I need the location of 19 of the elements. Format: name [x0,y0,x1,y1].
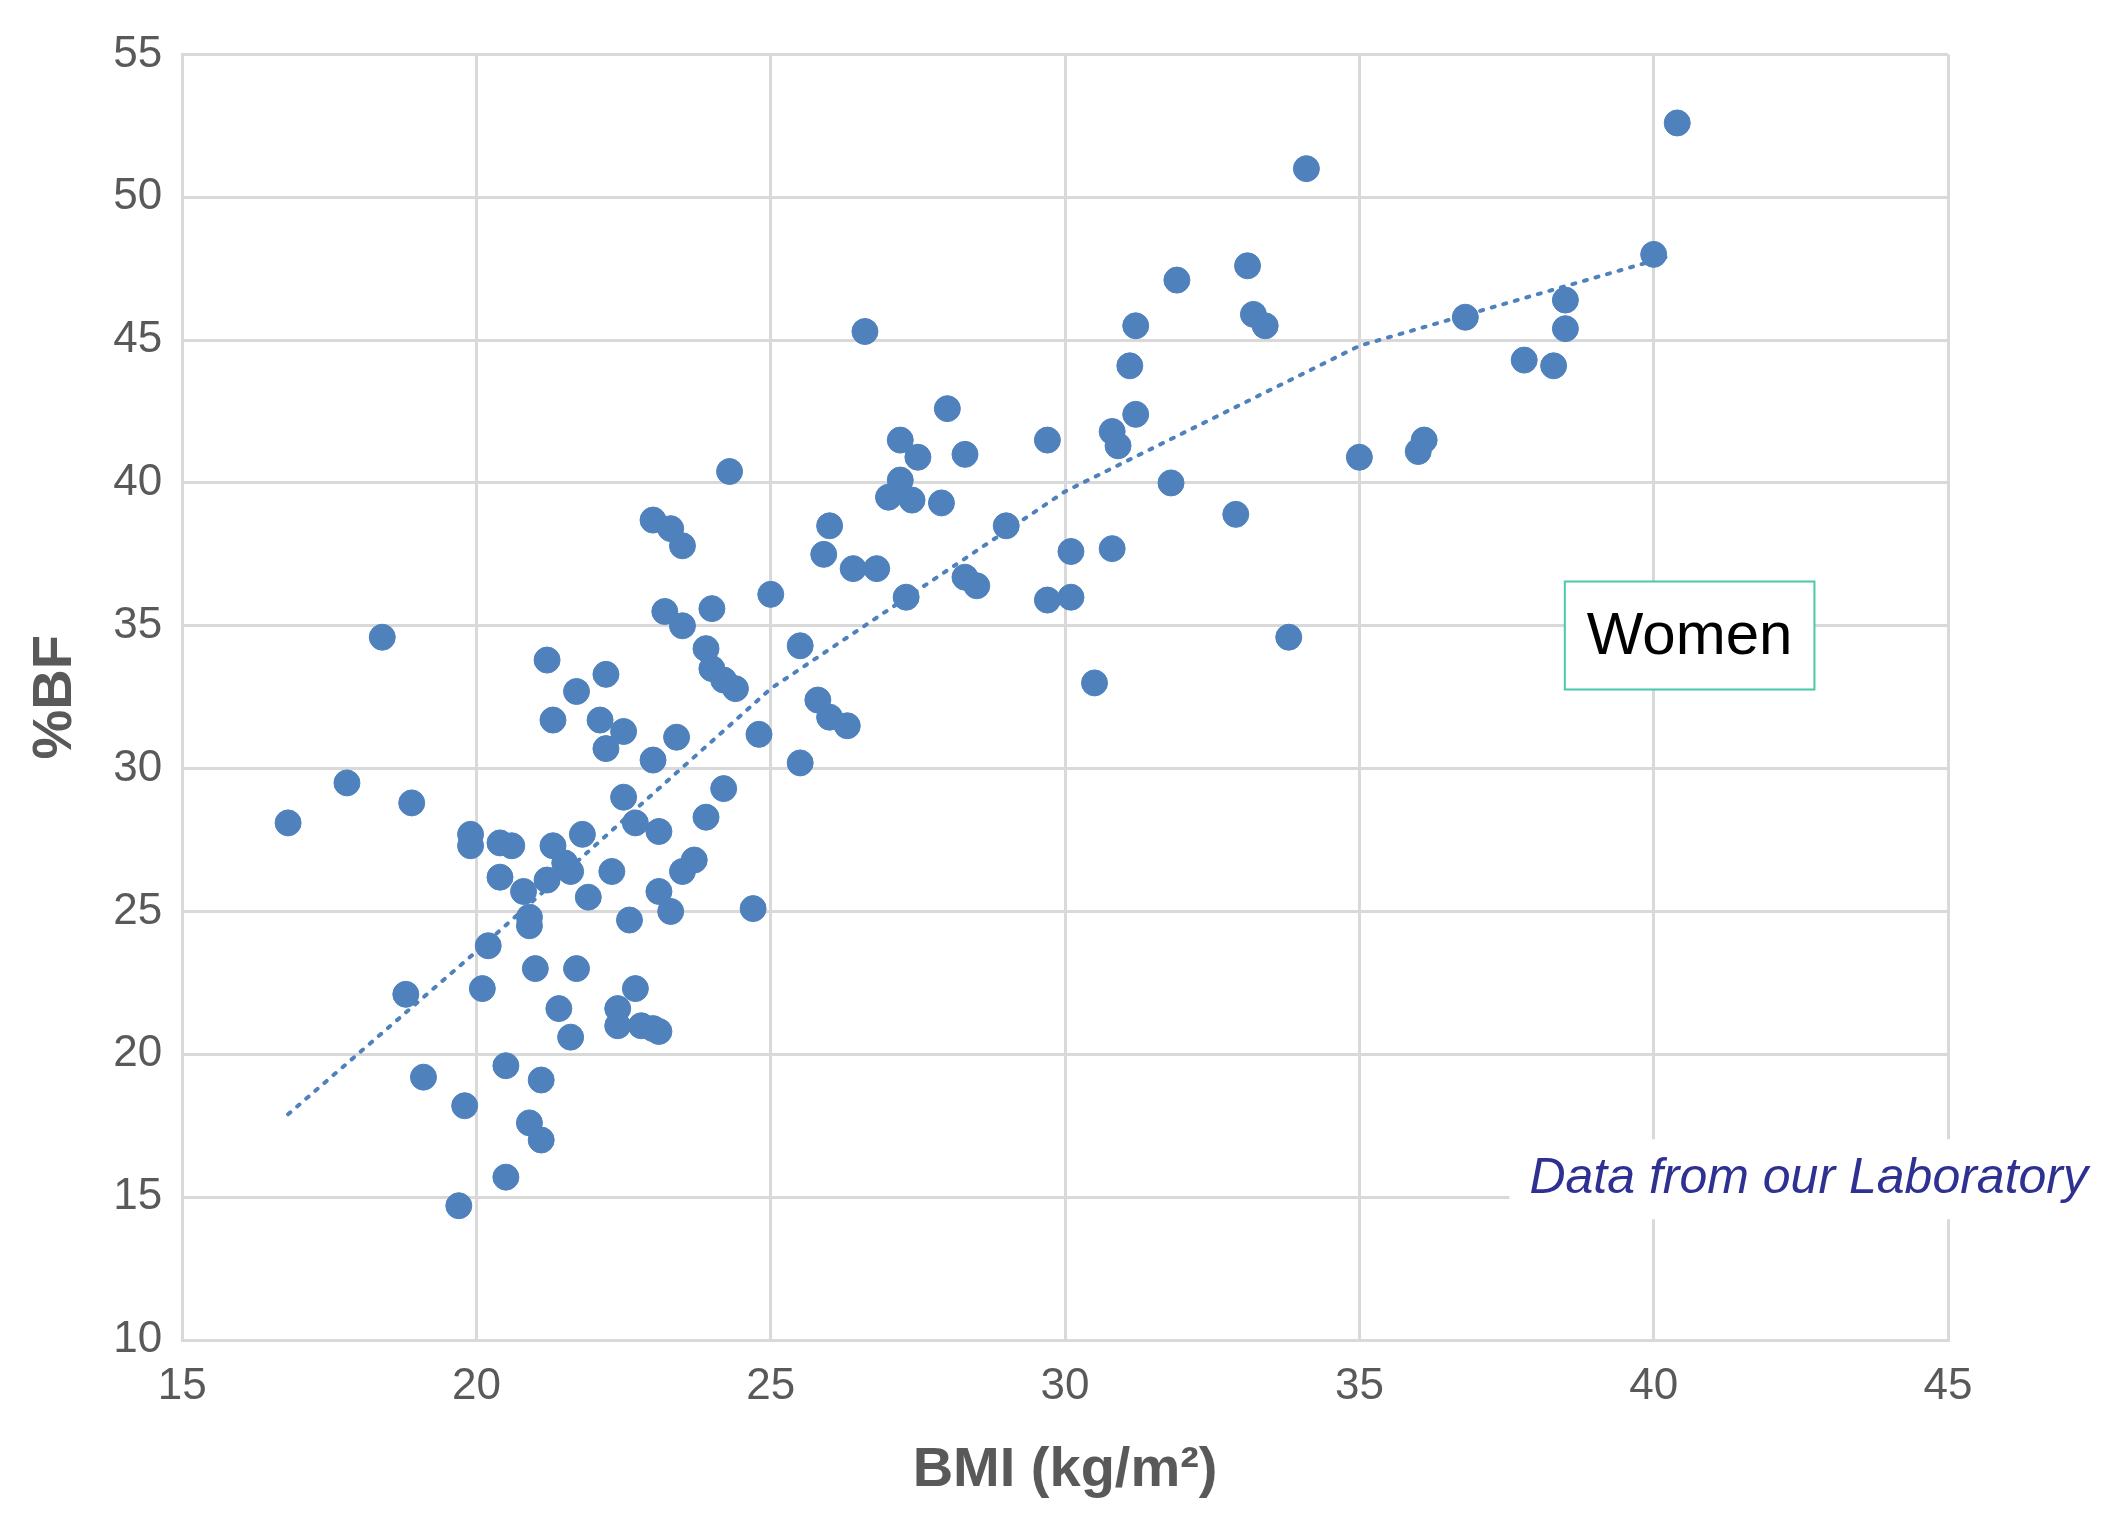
y-tick-label: 45 [113,312,163,362]
y-axis-title: %BF [20,634,84,760]
y-tick-label: 50 [113,169,163,219]
y-tick-label: 25 [113,883,163,933]
x-tick-label: 20 [451,1358,501,1408]
x-tick-label: 40 [1629,1358,1679,1408]
y-tick-label: 55 [113,26,163,76]
x-tick-label: 35 [1334,1358,1384,1408]
x-tick-label: 45 [1923,1358,1973,1408]
annotation: Data from our Laboratory [1529,1148,2091,1205]
y-tick-label: 20 [113,1026,163,1076]
x-axis-title: BMI (kg/m²) [912,1434,1218,1498]
x-tick-label: 30 [1040,1358,1090,1408]
annotation: Women [1586,600,1793,668]
y-tick-label: 30 [113,740,163,790]
y-tick-label: 35 [113,597,163,647]
y-tick-label: 40 [113,455,163,505]
y-tick-label: 15 [113,1169,163,1219]
x-tick-label: 25 [746,1358,796,1408]
